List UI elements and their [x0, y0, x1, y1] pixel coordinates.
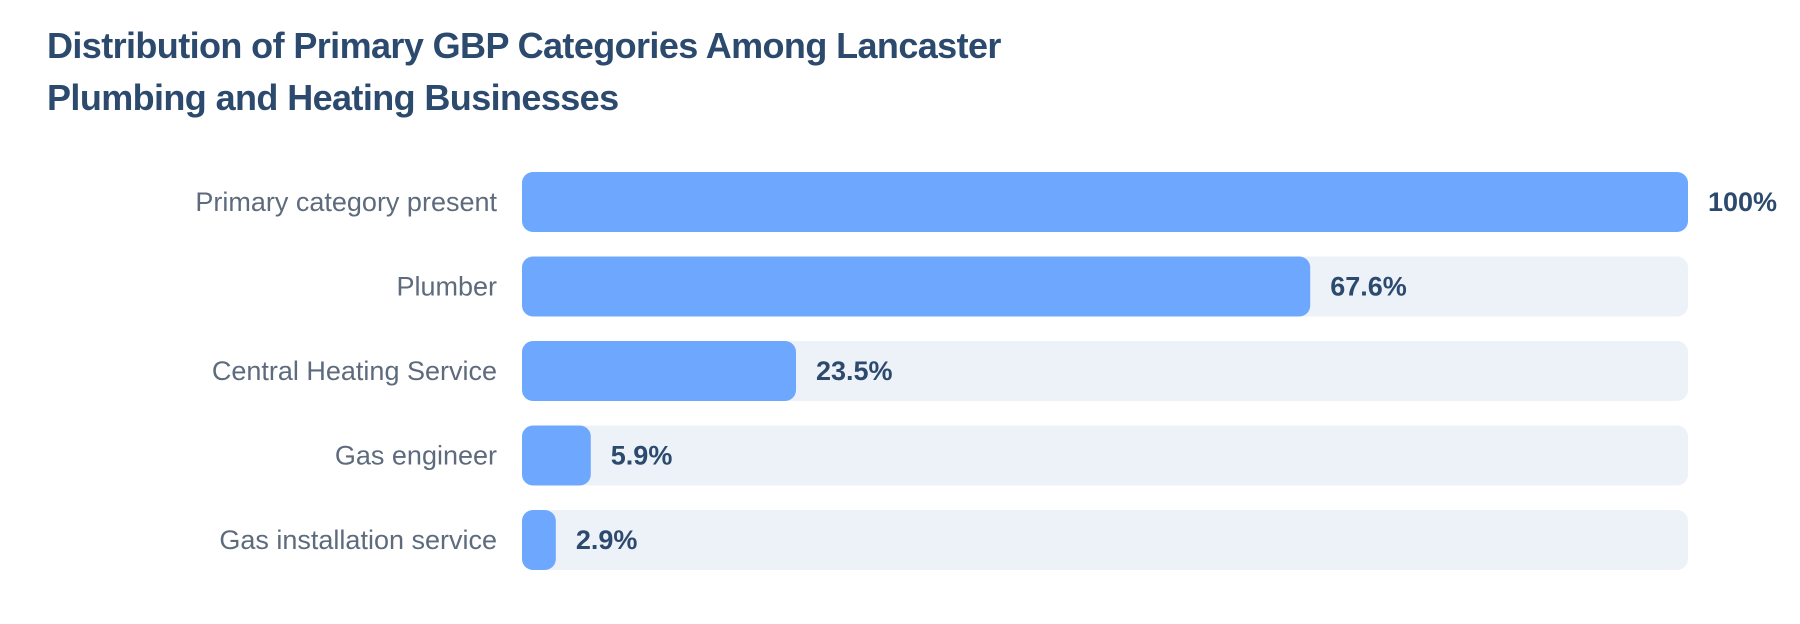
value-label: 2.9%	[576, 525, 638, 555]
category-label: Primary category present	[195, 187, 497, 217]
category-label: Gas installation service	[219, 525, 497, 555]
bar-track	[522, 425, 1688, 486]
value-label: 67.6%	[1330, 272, 1407, 302]
value-label: 5.9%	[611, 441, 673, 471]
category-label: Gas engineer	[335, 441, 497, 471]
bar	[522, 510, 556, 570]
bar	[522, 341, 797, 401]
value-label: 23.5%	[816, 356, 893, 386]
bar	[522, 172, 1688, 232]
category-label: Plumber	[396, 272, 497, 302]
bar	[522, 256, 1311, 317]
category-label: Central Heating Service	[212, 356, 497, 386]
chart-title: Distribution of Primary GBP Categories A…	[47, 25, 1001, 118]
value-label: 100%	[1708, 187, 1777, 217]
bar	[522, 425, 591, 486]
bar-track	[522, 510, 1688, 570]
bar-track	[522, 341, 1688, 401]
